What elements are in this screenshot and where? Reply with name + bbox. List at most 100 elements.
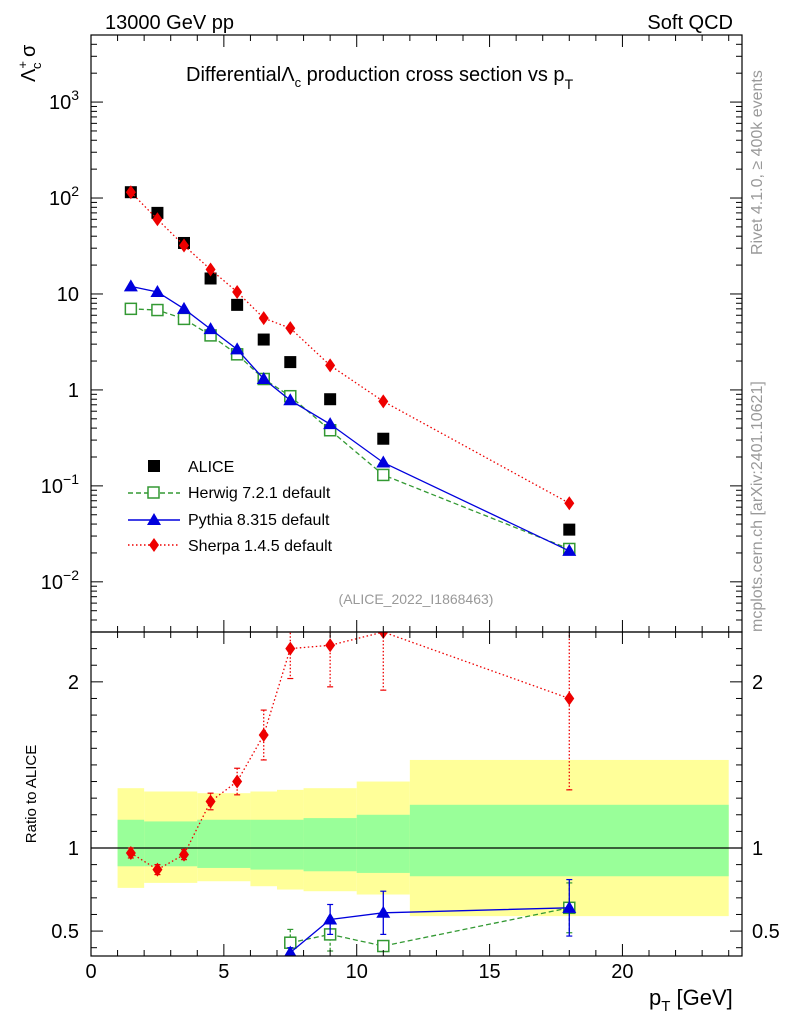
xtick-label: 5 — [218, 961, 229, 983]
data-point-alice — [284, 356, 297, 369]
ratio-point-herwig — [377, 939, 390, 953]
legend-entry-herwig: Herwig 7.2.1 default — [128, 485, 331, 502]
data-point-sherpa — [564, 496, 575, 511]
band-inner — [356, 814, 410, 873]
series-line-2 — [130, 285, 570, 552]
ratio-ticks — [90, 632, 742, 956]
data-point-pythia — [256, 371, 271, 384]
band-inner — [144, 821, 198, 867]
main-ytick-label: 102 — [49, 183, 79, 210]
ratio-point-sherpa — [152, 862, 163, 877]
data-point-alice — [377, 432, 390, 445]
ratio-ytick-label-right: 0.5 — [752, 921, 780, 943]
legend-entry-sherpa: Sherpa 1.4.5 default — [128, 538, 333, 555]
main-panel: 10−2 10−1 1 10 102 103 DifferentialΛc product… — [15, 34, 743, 633]
data-point-herwig — [177, 312, 191, 326]
data-point-alice — [231, 298, 244, 311]
series-line-1 — [130, 308, 570, 550]
ratio-point-sherpa — [564, 691, 575, 706]
ratio-point-sherpa — [125, 845, 136, 860]
data-point-herwig — [124, 302, 138, 316]
ratio-ytick-label: 1 — [68, 838, 79, 860]
legend-marker-alice — [148, 460, 160, 472]
data-point-sherpa — [258, 311, 269, 326]
legend: ALICE Herwig 7.2.1 default Pythia 8.315 … — [128, 459, 333, 555]
ratio-line-2 — [289, 907, 570, 954]
ratio-line-1 — [290, 907, 570, 947]
legend-label-pythia: Pythia 8.315 default — [188, 512, 330, 529]
data-point-pythia — [177, 301, 191, 314]
legend-entry-alice: ALICE — [148, 459, 234, 476]
xtick-label: 0 — [85, 961, 96, 983]
ratio-ylabel: Ratio to ALICE — [23, 745, 40, 843]
data-point-sherpa — [232, 284, 243, 299]
ratio-tick-labels: 0 5 10 15 20 0.5 0.5 1 1 2 2 — [51, 672, 780, 983]
main-ytick-label: 1 — [68, 380, 79, 402]
main-ytick-label: 10−2 — [41, 567, 79, 594]
band-inner — [250, 819, 277, 870]
ratio-plot-marks — [91, 632, 742, 956]
ratio-point-sherpa — [325, 638, 336, 653]
side-rivet-label: Rivet 4.1.0, ≥ 400k events — [749, 70, 766, 255]
data-point-alice — [204, 272, 217, 285]
ratio-ytick-label: 2 — [68, 672, 79, 694]
ratio-uncertainty-bands — [117, 759, 729, 917]
data-point-sherpa — [285, 321, 296, 336]
ratio-point-pythia — [323, 912, 338, 925]
data-point-pythia — [150, 284, 165, 297]
main-ytick-label: 103 — [49, 87, 79, 114]
ratio-point-sherpa — [285, 641, 296, 656]
legend-marker-pythia — [147, 513, 161, 525]
data-point-pythia — [123, 279, 138, 292]
series-line-3 — [130, 191, 570, 504]
main-ytick-label: 10 — [57, 284, 79, 306]
ratio-ytick-label-right: 1 — [752, 838, 763, 860]
main-ylabel: Λ+c σ — [15, 44, 44, 82]
xtick-label: 10 — [346, 961, 368, 983]
ratio-point-pythia — [376, 905, 391, 918]
ratio-frame — [90, 631, 743, 957]
data-point-herwig — [377, 468, 390, 482]
data-point-sherpa — [152, 212, 163, 227]
ratio-ytick-label-right: 2 — [752, 672, 763, 694]
ratio-panel: 0 5 10 15 20 0.5 0.5 1 1 2 2 Ratio to ALICE pT [Ge… — [23, 631, 780, 1015]
ratio-point-sherpa — [232, 774, 243, 789]
plot-title: DifferentialΛc production cross section … — [186, 64, 574, 92]
legend-label-herwig: Herwig 7.2.1 default — [188, 485, 331, 502]
data-point-pythia — [323, 417, 338, 430]
legend-label-sherpa: Sherpa 1.4.5 default — [188, 538, 333, 555]
ratio-line-3 — [130, 632, 570, 871]
data-point-sherpa — [325, 358, 336, 373]
data-point-pythia — [283, 393, 298, 406]
data-point-alice — [563, 523, 576, 536]
ratio-series-group — [125, 632, 577, 956]
ratio-point-sherpa — [179, 847, 189, 862]
main-ytick-labels: 10−2 10−1 1 10 102 103 — [41, 87, 79, 594]
data-point-herwig — [151, 303, 164, 317]
analysis-id: (ALICE_2022_I1868463) — [339, 591, 494, 607]
ratio-point-sherpa — [205, 794, 216, 809]
xtick-label: 15 — [478, 961, 500, 983]
data-point-sherpa — [179, 238, 189, 253]
band-inner — [303, 818, 357, 872]
header-left: 13000 GeV pp — [105, 12, 234, 34]
legend-marker-sherpa — [149, 538, 159, 552]
data-point-pythia — [230, 342, 245, 355]
ratio-point-pythia — [284, 945, 297, 956]
data-point-sherpa — [125, 185, 136, 200]
legend-label-alice: ALICE — [188, 459, 234, 476]
data-point-alice — [257, 333, 270, 346]
header-right: Soft QCD — [647, 12, 733, 34]
data-point-pythia — [376, 455, 391, 468]
ratio-point-sherpa — [258, 728, 269, 743]
data-point-pythia — [203, 322, 218, 335]
band-inner — [197, 819, 251, 868]
legend-marker-herwig — [147, 486, 160, 499]
band-inner — [409, 804, 729, 877]
data-point-pythia — [562, 543, 577, 556]
ratio-point-pythia — [562, 900, 577, 913]
side-site-label: mcplots.cern.ch [arXiv:2401.10621] — [749, 381, 766, 632]
data-point-sherpa — [205, 262, 216, 277]
band-inner — [277, 819, 304, 870]
